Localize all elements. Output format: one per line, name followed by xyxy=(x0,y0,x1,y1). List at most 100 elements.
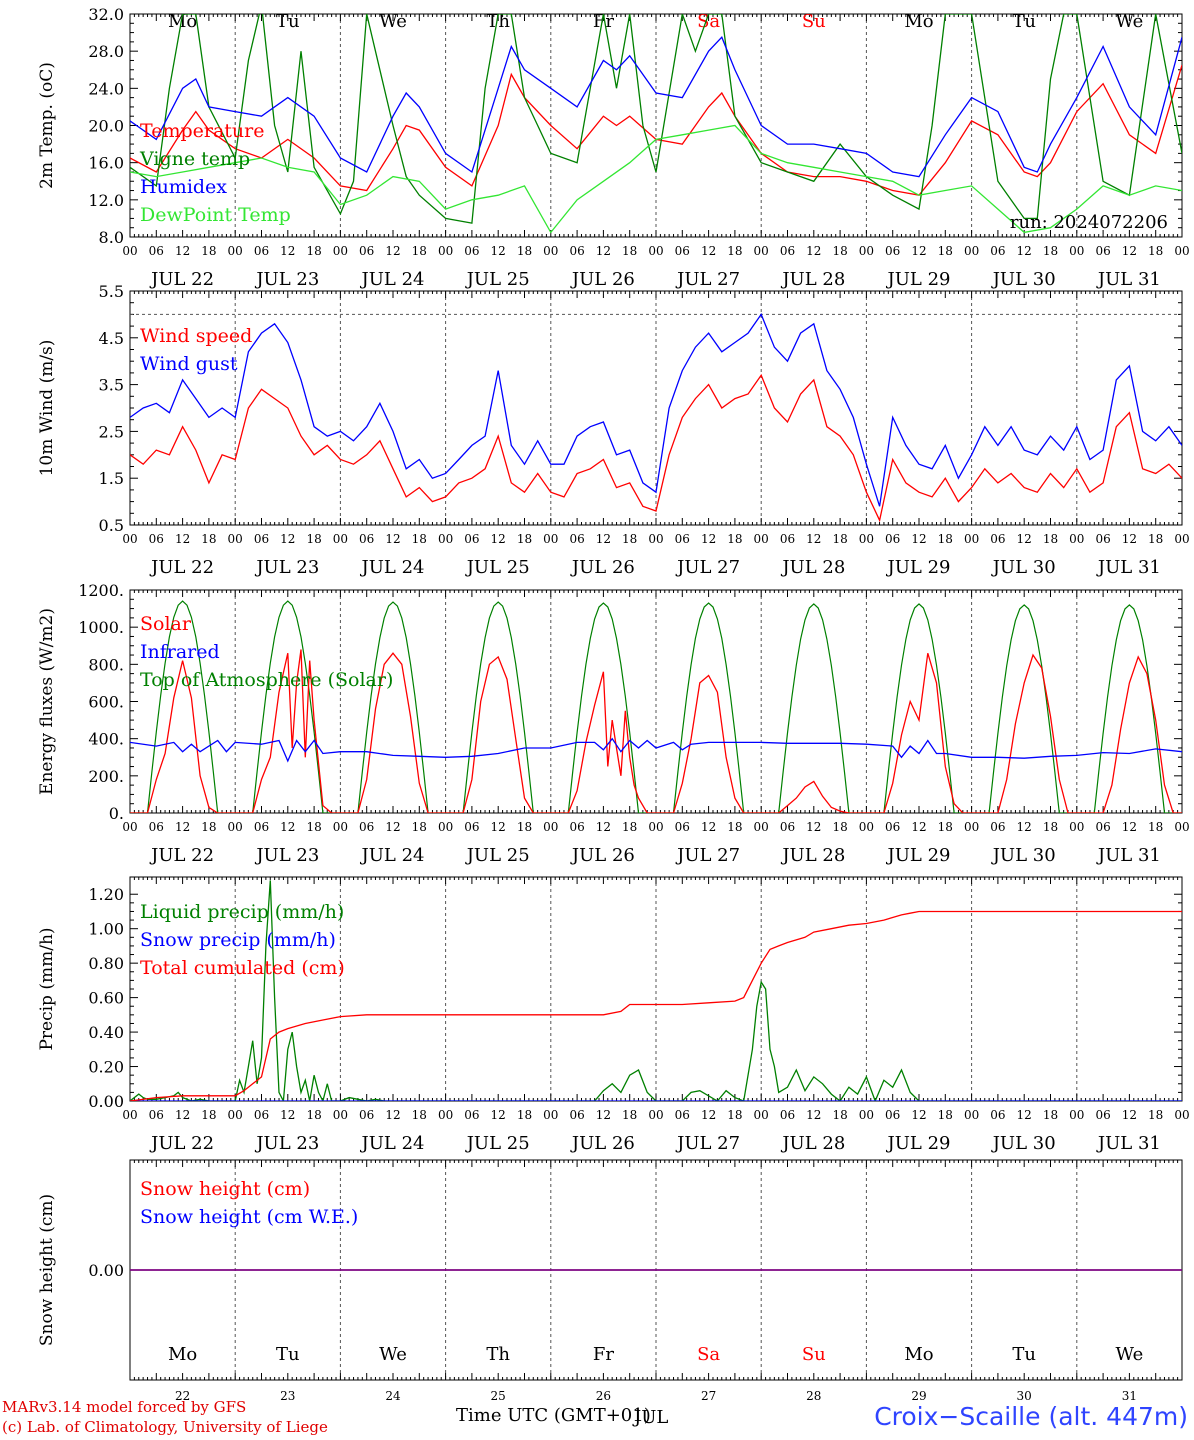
legend-entry: Snow precip (mm/h) xyxy=(140,929,336,951)
x-date-label: JUL 28 xyxy=(780,557,845,578)
y-tick-label: 2.5 xyxy=(99,422,124,441)
x-hour-label: 00 xyxy=(1174,820,1189,834)
model-credit: MARv3.14 model forced by GFS xyxy=(2,1398,247,1416)
x-hour-label: 12 xyxy=(1122,1108,1137,1122)
x-date-label: JUL 30 xyxy=(991,557,1056,578)
x-hour-label: 18 xyxy=(412,1108,427,1122)
day-number-label: 29 xyxy=(911,1389,926,1403)
series-group xyxy=(130,313,1182,523)
day-number-label: 23 xyxy=(280,1389,295,1403)
x-hour-label: 06 xyxy=(149,244,164,258)
x-hour-label: 12 xyxy=(911,532,926,546)
x-hour-label: 00 xyxy=(1174,532,1189,546)
x-hour-label: 12 xyxy=(1017,820,1032,834)
series-group xyxy=(130,600,1182,813)
x-date-label: JUL 25 xyxy=(465,845,530,866)
x-hour-label: 00 xyxy=(438,532,453,546)
legend-entry: Wind gust xyxy=(140,353,238,375)
x-hour-label: 06 xyxy=(359,244,374,258)
x-hour-label: 12 xyxy=(701,532,716,546)
x-hour-label: 06 xyxy=(464,244,479,258)
weekday-label: Su xyxy=(802,11,826,32)
x-hour-label: 12 xyxy=(175,820,190,834)
x-hour-label: 18 xyxy=(727,820,742,834)
x-axis-title: Time UTC (GMT+01) xyxy=(456,1405,651,1426)
x-hour-label: 00 xyxy=(543,244,558,258)
weekday-label: Tu xyxy=(1012,11,1036,32)
x-hour-label: 18 xyxy=(622,1108,637,1122)
x-hour-label: 18 xyxy=(727,532,742,546)
panel-3: 0. 200. 400. 600. 800. 1000. 1200. Energy fluxe… xyxy=(37,581,1190,866)
y-tick-label: 16.0 xyxy=(88,154,124,173)
x-hour-label: 12 xyxy=(175,1108,190,1122)
x-date-label: JUL 25 xyxy=(465,557,530,578)
x-hour-label: 12 xyxy=(385,244,400,258)
weekday-label: Mo xyxy=(168,11,197,32)
x-date-label: JUL 27 xyxy=(675,845,740,866)
x-hour-label: 18 xyxy=(306,244,321,258)
y-tick-label: 0.80 xyxy=(88,954,124,973)
weekday-label: We xyxy=(1116,1344,1144,1365)
weekday-label: Th xyxy=(486,1344,510,1365)
x-hour-label: 12 xyxy=(1122,820,1137,834)
x-hour-label: 12 xyxy=(385,532,400,546)
plot-frame xyxy=(129,589,1183,814)
weekday-label: Sa xyxy=(697,11,720,32)
x-hour-label: 12 xyxy=(701,1108,716,1122)
legend-entry: Solar xyxy=(140,613,192,635)
x-hour-label: 18 xyxy=(938,1108,953,1122)
x-hour-label: 18 xyxy=(1043,820,1058,834)
x-hour-label: 12 xyxy=(1017,532,1032,546)
legend-entry: Total cumulated (cm) xyxy=(140,957,345,979)
x-date-label: JUL 23 xyxy=(254,845,319,866)
y-tick-label: 1200. xyxy=(78,581,124,600)
x-date-label: JUL 28 xyxy=(780,1133,845,1154)
x-hour-label: 12 xyxy=(385,820,400,834)
x-date-label: JUL 24 xyxy=(360,1133,425,1154)
x-hour-label: 18 xyxy=(517,820,532,834)
x-date-label: JUL 22 xyxy=(149,557,214,578)
x-date-label: JUL 30 xyxy=(991,269,1056,290)
y-tick-label: 32.0 xyxy=(88,5,124,24)
x-hour-label: 12 xyxy=(701,820,716,834)
y-tick-label: 800. xyxy=(88,655,124,674)
x-date-label: JUL 24 xyxy=(360,845,425,866)
x-hour-label: 18 xyxy=(306,820,321,834)
y-tick-label: 0.5 xyxy=(99,516,124,535)
legend-entry: DewPoint Temp xyxy=(140,204,291,226)
series-line-dewpoint-temp xyxy=(130,124,1182,234)
x-date-label: JUL 23 xyxy=(254,269,319,290)
weekday-label: Th xyxy=(486,11,510,32)
x-hour-label: 12 xyxy=(911,820,926,834)
x-date-label: JUL 31 xyxy=(1096,1133,1161,1154)
x-hour-label: 06 xyxy=(780,820,795,834)
x-hour-label: 06 xyxy=(464,532,479,546)
weekday-label: Mo xyxy=(904,1344,933,1365)
x-date-label: JUL 30 xyxy=(991,845,1056,866)
series-line-vigne-temp xyxy=(130,14,1182,224)
y-tick-label: 0.00 xyxy=(88,1261,124,1280)
x-date-label: JUL 25 xyxy=(465,1133,530,1154)
y-axis-label: 10m Wind (m/s) xyxy=(37,340,57,477)
weekday-label: Mo xyxy=(168,1344,197,1365)
x-hour-label: 06 xyxy=(885,532,900,546)
legend-entry: Liquid precip (mm/h) xyxy=(140,901,344,923)
x-date-label: JUL 27 xyxy=(675,557,740,578)
x-hour-label: 00 xyxy=(543,1108,558,1122)
weekday-label: Tu xyxy=(1012,1344,1036,1365)
day-number-label: 26 xyxy=(596,1389,611,1403)
x-hour-label: 12 xyxy=(596,244,611,258)
x-hour-label: 18 xyxy=(938,244,953,258)
x-hour-label: 18 xyxy=(201,1108,216,1122)
x-hour-label: 00 xyxy=(1069,532,1084,546)
x-hour-label: 00 xyxy=(754,244,769,258)
x-hour-label: 06 xyxy=(569,244,584,258)
x-date-label: JUL 26 xyxy=(570,1133,635,1154)
x-hour-label: 18 xyxy=(727,1108,742,1122)
x-date-label: JUL 22 xyxy=(149,269,214,290)
x-hour-label: 00 xyxy=(964,532,979,546)
x-hour-label: 12 xyxy=(280,1108,295,1122)
y-tick-label: 1.20 xyxy=(88,885,124,904)
x-hour-label: 06 xyxy=(359,820,374,834)
